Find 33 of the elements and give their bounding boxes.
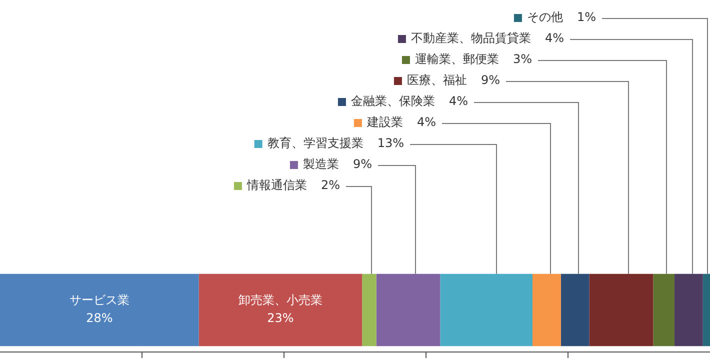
- data-label: 1%: [576, 10, 596, 24]
- legend-label: その他: [526, 10, 563, 24]
- bar: [376, 274, 440, 346]
- bar: [702, 274, 710, 346]
- series-label: 卸売業、小売業: [238, 293, 322, 308]
- series-label: サービス業: [69, 293, 130, 308]
- legend-label: 情報通信業: [246, 178, 307, 192]
- legend-label: 運輸業、郵便業: [414, 52, 499, 66]
- bar: [362, 274, 376, 346]
- legend-label: 金融業、保険業: [350, 94, 435, 108]
- data-label: 4%: [544, 31, 564, 46]
- data-label: 9%: [480, 73, 500, 88]
- bar: [0, 274, 199, 346]
- data-label: 9%: [352, 157, 372, 172]
- bar: [440, 274, 532, 346]
- legend-label: 医療、福祉: [406, 73, 467, 88]
- data-label: 4%: [448, 94, 468, 108]
- legend-label: 製造業: [302, 157, 339, 172]
- legend-label: 教育、学習支援業: [267, 136, 364, 150]
- data-label: 3%: [512, 52, 532, 66]
- bar: [198, 274, 362, 346]
- data-label: 23%: [267, 311, 294, 326]
- bar: [674, 274, 703, 346]
- data-label: 28%: [86, 311, 113, 326]
- bar: [532, 274, 561, 346]
- bar: [589, 274, 654, 346]
- legend-label: 不動産業、物品賃貸業: [410, 31, 531, 46]
- data-label: 13%: [377, 136, 404, 150]
- data-label: 4%: [416, 115, 436, 130]
- bar: [653, 274, 674, 346]
- bar: [560, 274, 590, 346]
- data-label: 2%: [320, 178, 340, 192]
- legend-label: 建設業: [366, 115, 403, 130]
